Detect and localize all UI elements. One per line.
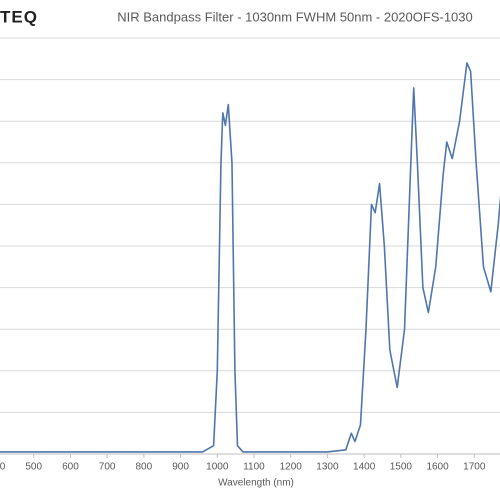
x-tick-label: 1100 xyxy=(243,462,265,473)
x-tick-label: 1000 xyxy=(206,462,229,473)
x-tick-label: 400 xyxy=(0,462,6,473)
x-tick-label: 900 xyxy=(172,462,189,473)
x-tick-label: 1400 xyxy=(353,462,376,473)
x-tick-label: 1700 xyxy=(463,462,486,473)
x-tick-label: 1200 xyxy=(280,462,303,473)
x-tick-label: 800 xyxy=(136,462,153,473)
x-tick-label: 1600 xyxy=(426,462,449,473)
logo: TEQ xyxy=(0,7,38,26)
chart-title: NIR Bandpass Filter - 1030nm FWHM 50nm -… xyxy=(117,9,472,24)
x-tick-label: 1300 xyxy=(316,462,339,473)
series-line xyxy=(0,62,500,453)
x-tick-label: 600 xyxy=(62,462,79,473)
x-tick-label: 700 xyxy=(99,462,116,473)
x-axis-label: Wavelength (nm) xyxy=(218,478,294,489)
x-tick-label: 1500 xyxy=(390,462,413,473)
x-tick-label: 500 xyxy=(25,462,42,473)
